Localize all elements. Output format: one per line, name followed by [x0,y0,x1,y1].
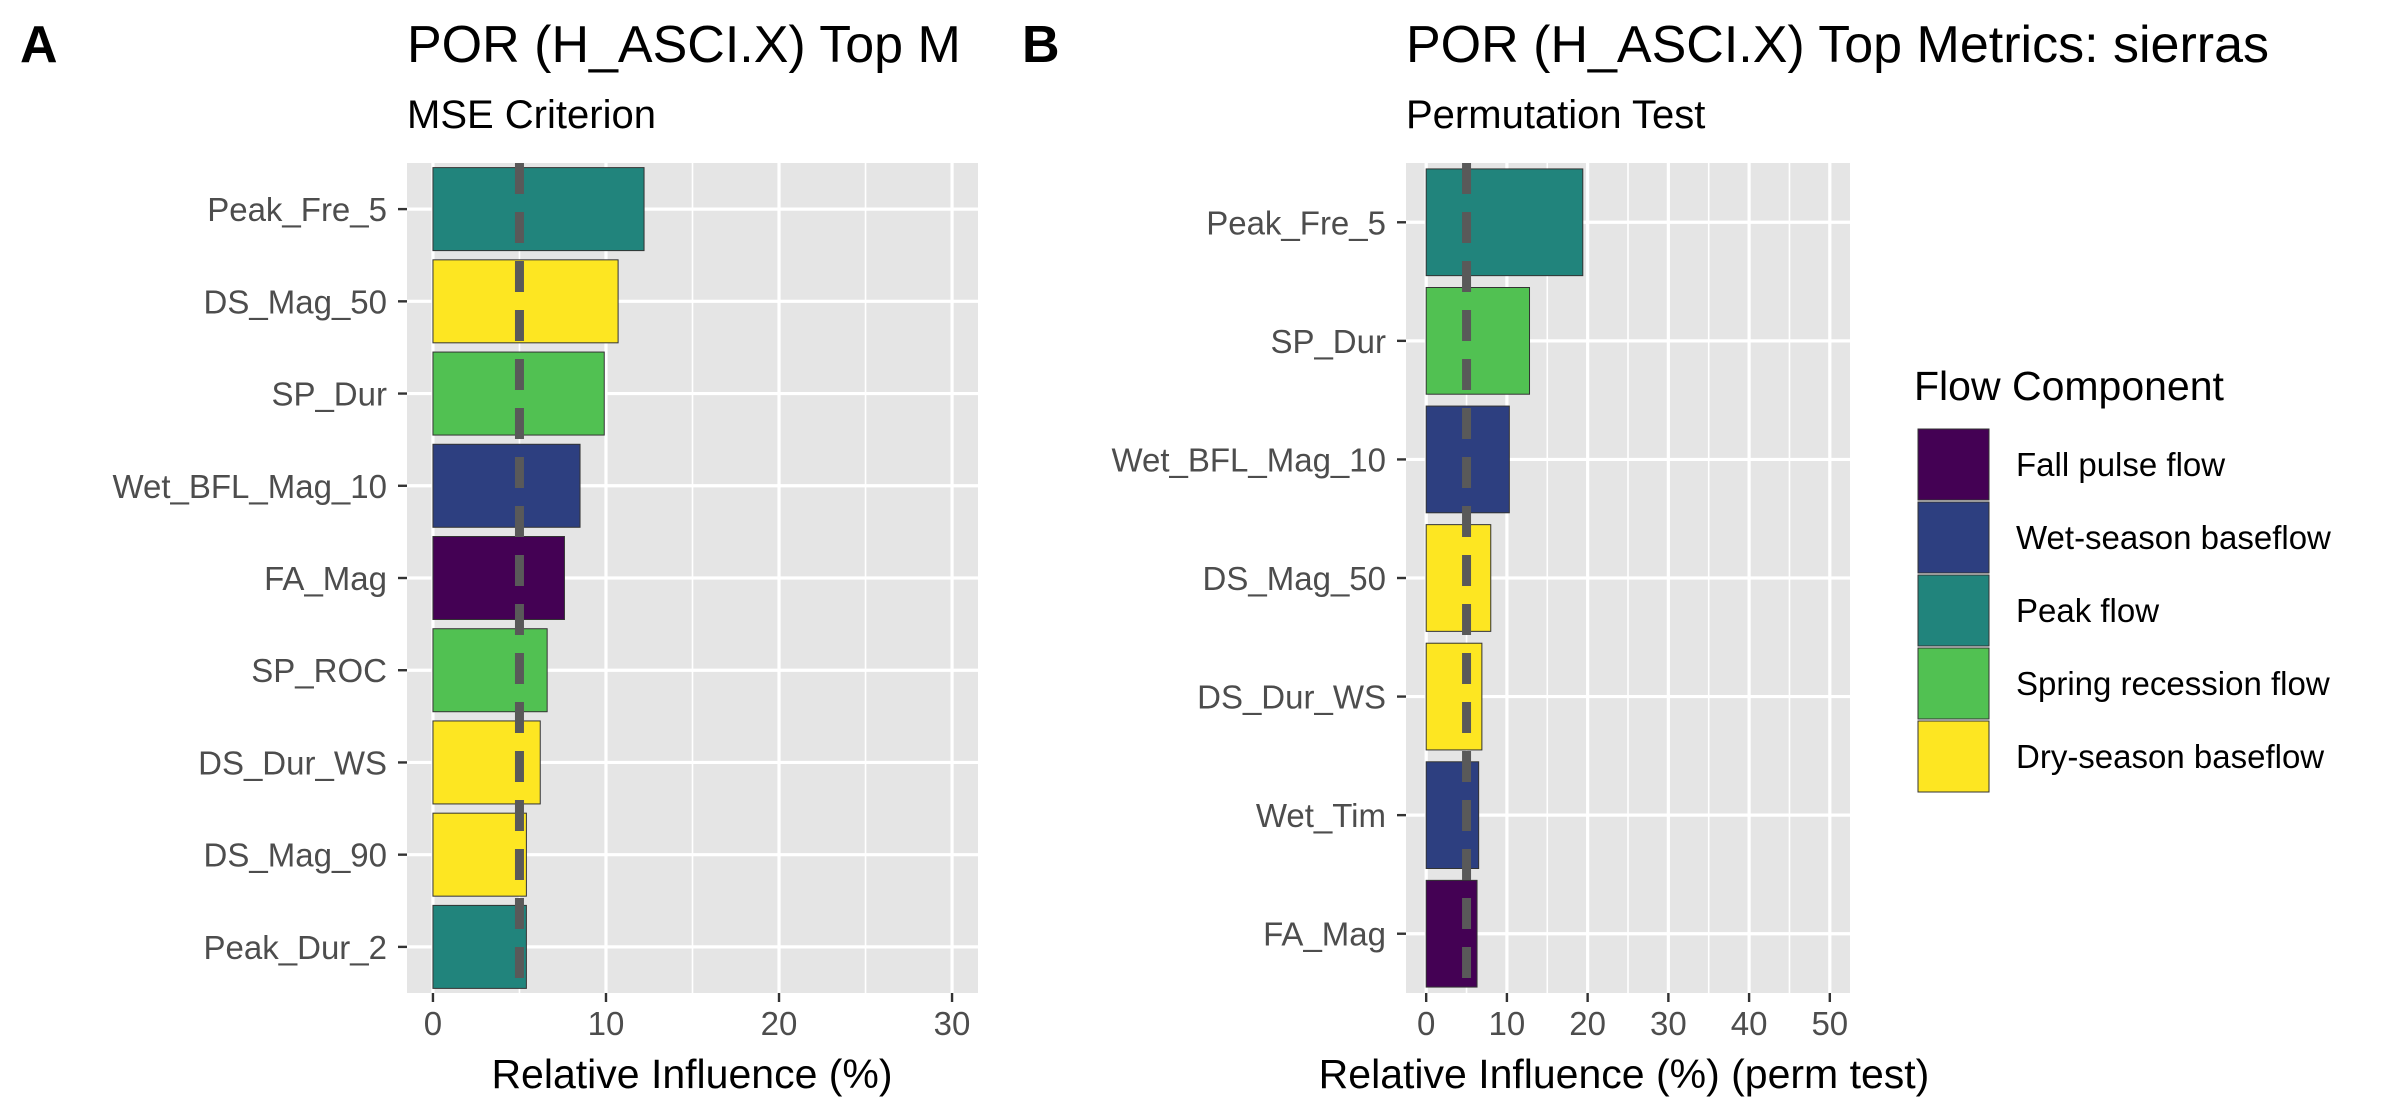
panel-a-xlabel: Relative Influence (%) [491,1051,892,1097]
legend-swatch [1917,428,1990,501]
legend: Flow Component Fall pulse flow Wet-season… [1914,363,2331,793]
x-tick-label: 10 [588,1005,625,1042]
y-tick-label: DS_Mag_90 [204,837,387,874]
y-tick-label: DS_Dur_WS [198,744,387,781]
y-tick-label: SP_Dur [271,376,387,413]
legend-items: Fall pulse flow Wet-season baseflow Peak f… [1917,428,2331,793]
y-tick-label: FA_Mag [264,560,387,597]
x-tick-label: 0 [424,1005,442,1042]
y-tick-label: Wet_BFL_Mag_10 [112,468,387,505]
bar-fa-mag [432,536,565,620]
bar-peak-fre-5 [432,167,645,252]
legend-swatch [1917,501,1990,574]
legend-swatch [1917,574,1990,647]
x-tick-label: 20 [1569,1005,1606,1042]
bar-peak-fre-5 [1425,168,1584,277]
panel-b-plot: 0 10 20 30 40 50 Peak_Fre_5 SP_Dur Wet_BFL_Mag_1… [1111,163,1850,1042]
bar-ds-mag-50 [1425,524,1492,632]
title-clip-mask [1000,0,1016,80]
panel-a-subtitle: MSE Criterion [407,93,656,137]
panel-b-subtitle: Permutation Test [1406,93,1705,137]
bar-ds-dur-ws [432,720,541,805]
y-tick-label: Peak_Fre_5 [1206,204,1386,241]
panel-b-letter: B [1022,16,1060,74]
y-tick-label: DS_Mag_50 [1203,560,1386,597]
bar-sp-roc [432,628,548,713]
y-tick-label: DS_Dur_WS [1197,679,1386,716]
x-tick-label: 30 [1650,1005,1687,1042]
x-tick-label: 20 [761,1005,798,1042]
legend-label: Dry-season baseflow [2016,738,2324,775]
legend-label: Wet-season baseflow [2016,519,2331,556]
panel-a-letter: A [20,16,58,74]
y-tick-label: DS_Mag_50 [204,283,387,320]
y-tick-label: SP_ROC [251,652,387,689]
x-tick-label: 50 [1811,1005,1848,1042]
legend-label: Spring recession flow [2016,665,2330,702]
bar-peak-dur-2 [432,904,527,989]
y-tick-label: Peak_Dur_2 [204,929,387,966]
y-tick-label: FA_Mag [1263,916,1386,953]
x-tick-label: 40 [1731,1005,1768,1042]
bar-ds-mag-50 [432,259,619,344]
x-tick-label: 30 [934,1005,971,1042]
panel-b-xlabel: Relative Influence (%) (perm test) [1319,1051,1930,1097]
y-tick-label: Wet_Tim [1256,797,1386,834]
y-tick-label: Peak_Fre_5 [207,191,387,228]
legend-swatch [1917,647,1990,720]
legend-label: Peak flow [2016,592,2159,629]
panel-b-title: POR (H_ASCI.X) Top Metrics: sierras [1406,16,2269,74]
y-tick-label: Wet_BFL_Mag_10 [1111,441,1386,478]
panel-a-title: POR (H_ASCI.X) Top M [407,16,961,74]
bar-ds-dur-ws [1425,642,1483,751]
x-tick-label: 0 [1417,1005,1435,1042]
legend-title: Flow Component [1914,363,2225,409]
bar-wet-bfl-mag-10 [432,443,581,528]
legend-swatch [1917,720,1990,793]
bar-ds-mag-90 [432,812,527,897]
y-tick-label: SP_Dur [1270,323,1386,360]
legend-label: Fall pulse flow [2016,446,2225,483]
x-tick-label: 10 [1489,1005,1526,1042]
bar-sp-dur [1425,287,1531,395]
panel-a-plot: 0 10 20 30 Peak_Fre_5 DS_Mag_50 SP_Dur Wet_BFL_… [112,163,978,1042]
